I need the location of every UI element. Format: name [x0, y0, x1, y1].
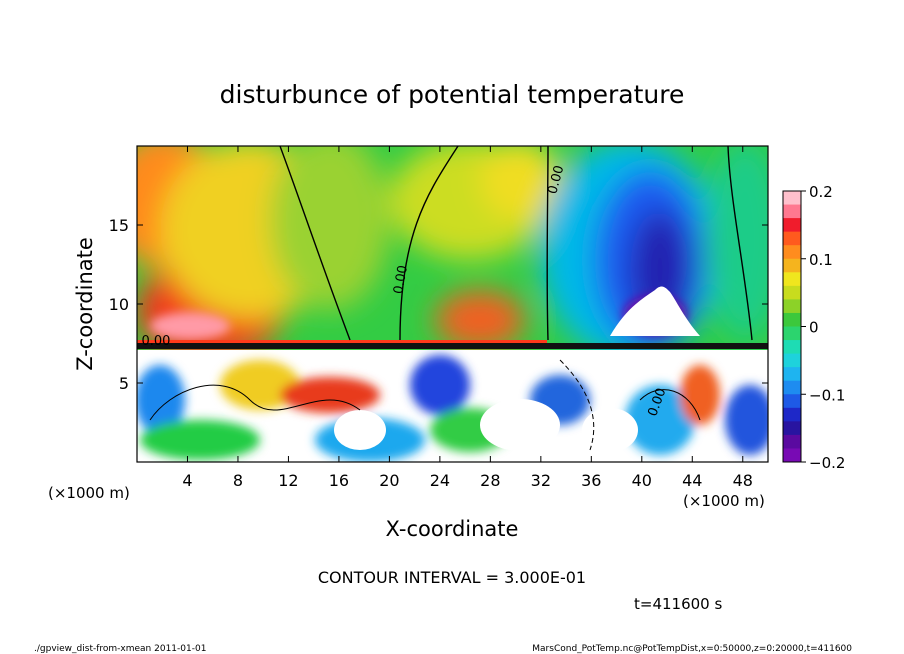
x-tick-label: 24 [430, 471, 450, 490]
colorbar-band [783, 245, 801, 260]
y-axis-title: Z-coordinate [73, 237, 97, 371]
contour-label: 0.00 [391, 264, 411, 295]
x-tick-label: 44 [682, 471, 702, 490]
x-axis-title: X-coordinate [386, 517, 519, 541]
x-tick-label: 36 [581, 471, 601, 490]
y-tick-label: 15 [109, 216, 129, 235]
y-axis: 5 10 15 [109, 216, 768, 393]
colorbar-band [783, 218, 801, 233]
colorbar-tick-label: 0 [809, 319, 819, 337]
x-unit-label-left: (×1000 m) [48, 484, 130, 502]
chart-title: disturbunce of potential temperature [220, 80, 685, 109]
plot-area: 0.000.000.000.00 [137, 146, 768, 462]
x-tick-label: 12 [278, 471, 298, 490]
colorbar-band [783, 353, 801, 368]
x-tick-label: 8 [233, 471, 243, 490]
x-tick-label: 20 [379, 471, 399, 490]
x-tick-label: 16 [329, 471, 349, 490]
x-tick-label: 32 [531, 471, 551, 490]
colorbar-ticks: 0.2 0.1 0 −0.1 −0.2 [801, 183, 845, 472]
colorbar-band [783, 448, 801, 463]
colorbar-band [783, 421, 801, 436]
colorbar-band [783, 340, 801, 355]
time-label: t=411600 s [634, 595, 722, 613]
y-tick-label: 10 [109, 295, 129, 314]
colorbar-band [783, 258, 801, 273]
colorbar-band [783, 272, 801, 287]
colorbar [783, 191, 801, 463]
contour-label: 0.00 [141, 334, 170, 349]
y-tick-label: 5 [119, 374, 129, 393]
x-axis: 4 8 12 16 20 24 28 32 36 40 44 48 [182, 146, 753, 490]
colorbar-band [783, 191, 801, 206]
colorbar-band [783, 312, 801, 327]
x-tick-label: 4 [182, 471, 192, 490]
colorbar-tick-label: −0.1 [809, 386, 845, 404]
colorbar-band [783, 285, 801, 300]
colorbar-band [783, 204, 801, 219]
x-tick-label: 40 [632, 471, 652, 490]
x-tick-label: 48 [733, 471, 753, 490]
footer-right: MarsCond_PotTemp.nc@PotTempDist,x=0:5000… [532, 644, 852, 654]
colorbar-band [783, 380, 801, 395]
contour-interval-text: CONTOUR INTERVAL = 3.000E-01 [318, 568, 586, 587]
x-unit-label-right: (×1000 m) [683, 492, 765, 510]
footer-left: ./gpview_dist-from-xmean 2011-01-01 [34, 644, 206, 654]
x-tick-label: 28 [480, 471, 500, 490]
colorbar-band [783, 394, 801, 409]
colorbar-band [783, 367, 801, 382]
colorbar-band [783, 326, 801, 341]
colorbar-band [783, 407, 801, 422]
colorbar-tick-label: 0.1 [809, 251, 833, 269]
colorbar-tick-label: −0.2 [809, 454, 845, 472]
colorbar-tick-label: 0.2 [809, 183, 833, 201]
colorbar-band [783, 434, 801, 449]
contour-label: 0.00 [545, 164, 567, 196]
colorbar-band [783, 299, 801, 314]
colorbar-band [783, 231, 801, 246]
